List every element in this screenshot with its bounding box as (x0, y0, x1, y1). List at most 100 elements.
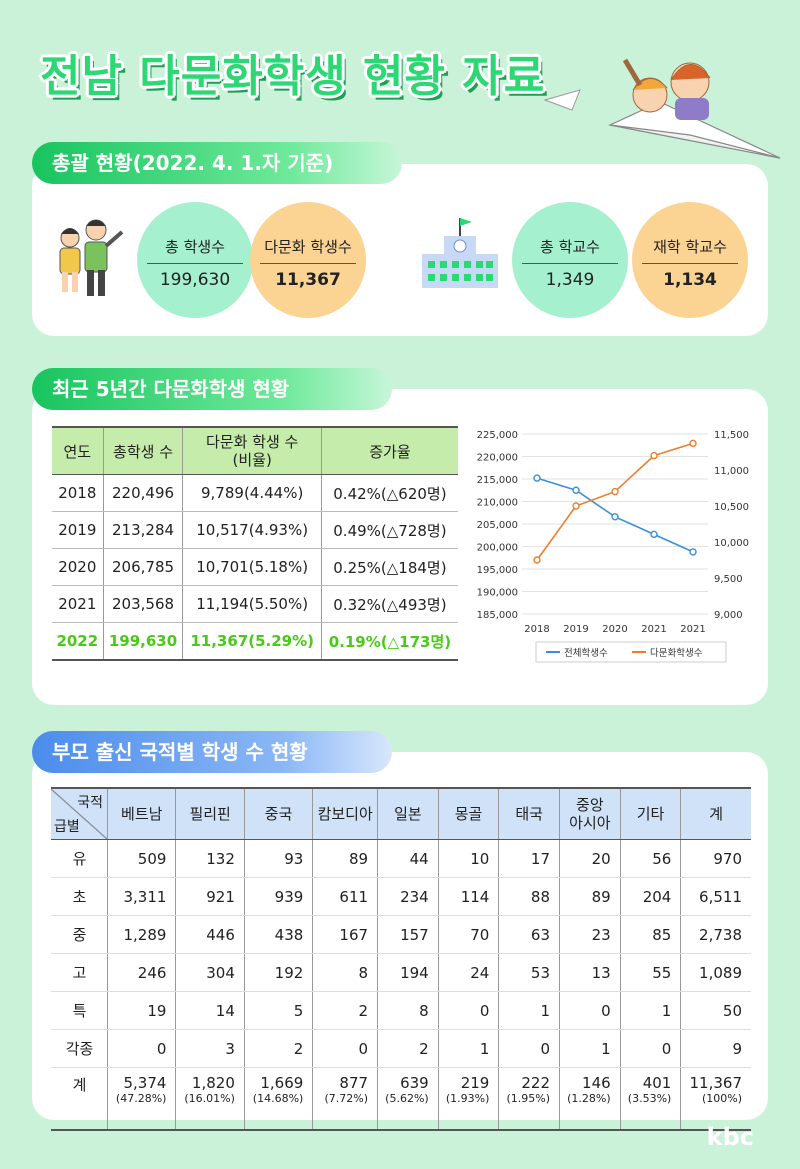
data-point (533, 474, 541, 482)
table-cell: 1 (619, 991, 681, 1030)
table-cell: 0.25%(△184명) (320, 548, 458, 586)
table-cell: 89 (312, 839, 378, 878)
y-right-tick-label: 11,000 (714, 466, 749, 477)
table-cell: 11,367(5.29%) (182, 622, 322, 661)
y-left-tick-label: 215,000 (477, 475, 518, 486)
total-value: 401 (642, 1074, 672, 1092)
table-cell: 63 (498, 915, 560, 954)
stat-total-students: 총 학생수 199,630 (137, 202, 253, 318)
y-right-tick-label: 11,500 (714, 430, 749, 441)
table-row: 초 3,311 921 939 611 234 114 88 89 204 6,511 (51, 877, 751, 916)
col-total: 총학생 수 (102, 426, 183, 475)
line-chart: 185,000 190,000 195,000 200,000 205,000 210,0… (477, 430, 749, 663)
table-cell: 446 (175, 915, 245, 954)
y-left-tick-label: 185,000 (477, 610, 518, 621)
total-value: 146 (582, 1074, 611, 1092)
row-label: 유 (51, 839, 108, 878)
table-row: 중 1,289 446 438 167 157 70 63 23 85 2,738 (51, 915, 751, 954)
table-cell: 204 (619, 877, 681, 916)
table-cell: 93 (243, 839, 313, 878)
legend-label: 다문화학생수 (650, 648, 703, 659)
table-cell: 220,496 (102, 474, 183, 512)
stat-value: 199,630 (159, 270, 231, 290)
table-corner: 국적 급별 (51, 787, 108, 840)
table-cell: 1 (498, 991, 560, 1030)
total-percent: (1.28%) (567, 1092, 611, 1105)
stat-value: 11,367 (275, 270, 341, 290)
col-header: 일본 (377, 787, 439, 840)
table-cell: 146 (1.28%) (559, 1067, 621, 1131)
table-cell: 17 (498, 839, 560, 878)
col-header: 계 (680, 787, 751, 840)
table-cell: 203,568 (102, 585, 183, 623)
table-cell: 0 (106, 1029, 176, 1068)
table-cell: 44 (377, 839, 439, 878)
row-label: 계 (51, 1067, 108, 1131)
table-cell: 194 (377, 953, 439, 992)
data-point (572, 486, 580, 494)
total-percent: (1.95%) (506, 1092, 551, 1105)
table-cell: 8 (312, 953, 378, 992)
table-row: 고 246 304 192 8 194 24 53 13 55 1,089 (51, 953, 751, 992)
table-cell: 206,785 (102, 548, 183, 586)
recent-tab: 최근 5년간 다문화학생 현황 (32, 368, 392, 410)
y-left-tick-label: 200,000 (477, 543, 518, 554)
y-right-tick-label: 10,500 (714, 502, 749, 513)
col-header: 태국 (498, 787, 560, 840)
table-cell: 55 (619, 953, 681, 992)
col-header: 몽골 (437, 787, 499, 840)
y-left-tick-label: 210,000 (477, 498, 518, 509)
row-label: 초 (51, 877, 108, 916)
table-cell: 0 (559, 991, 621, 1030)
data-point (572, 502, 580, 510)
row-label: 고 (51, 953, 108, 992)
table-cell: 8 (377, 991, 439, 1030)
table-cell: 970 (680, 839, 751, 878)
students-illustration (59, 219, 124, 296)
table-cell: 1,289 (106, 915, 176, 954)
col-growth: 증가율 (320, 426, 458, 475)
total-percent: (16.01%) (184, 1092, 235, 1105)
nation-tab: 부모 출신 국적별 학생 수 현황 (32, 731, 392, 773)
kbc-logo: kbc (706, 1123, 754, 1151)
table-cell: 219 (1.93%) (437, 1067, 499, 1131)
table-cell: 2022 (52, 622, 104, 661)
table-cell: 11,194(5.50%) (182, 585, 322, 623)
data-point (533, 556, 541, 564)
table-cell: 0.49%(△728명) (320, 511, 458, 549)
table-row: 2018 220,496 9,789(4.44%) 0.42%(△620명) (52, 474, 458, 512)
table-row: 2021 203,568 11,194(5.50%) 0.32%(△493명) (52, 585, 458, 623)
table-cell: 24 (437, 953, 499, 992)
table-cell: 3,311 (106, 877, 176, 916)
row-label: 특 (51, 991, 108, 1030)
paper-plane-kids-illustration (543, 58, 781, 159)
col-header: 기타 (619, 787, 681, 840)
table-cell: 639 (5.62%) (377, 1067, 439, 1131)
data-point (689, 439, 697, 448)
row-label: 중 (51, 915, 108, 954)
table-cell: 1,820 (16.01%) (175, 1067, 245, 1131)
table-cell: 23 (559, 915, 621, 954)
stat-multicultural-students: 다문화 학생수 11,367 (250, 202, 366, 318)
x-tick-label: 2021 (680, 624, 705, 635)
y-left-tick-label: 220,000 (477, 453, 518, 464)
y-left-tick-label: 225,000 (477, 430, 518, 441)
table-cell: 6,511 (680, 877, 751, 916)
x-tick-label: 2018 (524, 624, 549, 635)
total-value: 11,367 (689, 1074, 743, 1092)
data-point (650, 530, 658, 539)
page-title: 전남 다문화학생 현황 자료 (40, 51, 546, 102)
table-cell: 53 (498, 953, 560, 992)
table-cell: 438 (243, 915, 313, 954)
table-cell: 213,284 (102, 511, 183, 549)
table-cell: 11,367 (100%) (680, 1067, 751, 1131)
stat-label: 총 학생수 (147, 236, 243, 264)
table-cell: 85 (619, 915, 681, 954)
y-right-tick-label: 10,000 (714, 538, 749, 549)
table-cell: 1 (559, 1029, 621, 1068)
table-cell: 0 (437, 991, 499, 1030)
col-header: 중앙 아시아 (559, 787, 621, 840)
table-cell: 401 (3.53%) (619, 1067, 681, 1131)
table-cell: 19 (106, 991, 176, 1030)
table-cell: 0 (498, 1029, 560, 1068)
